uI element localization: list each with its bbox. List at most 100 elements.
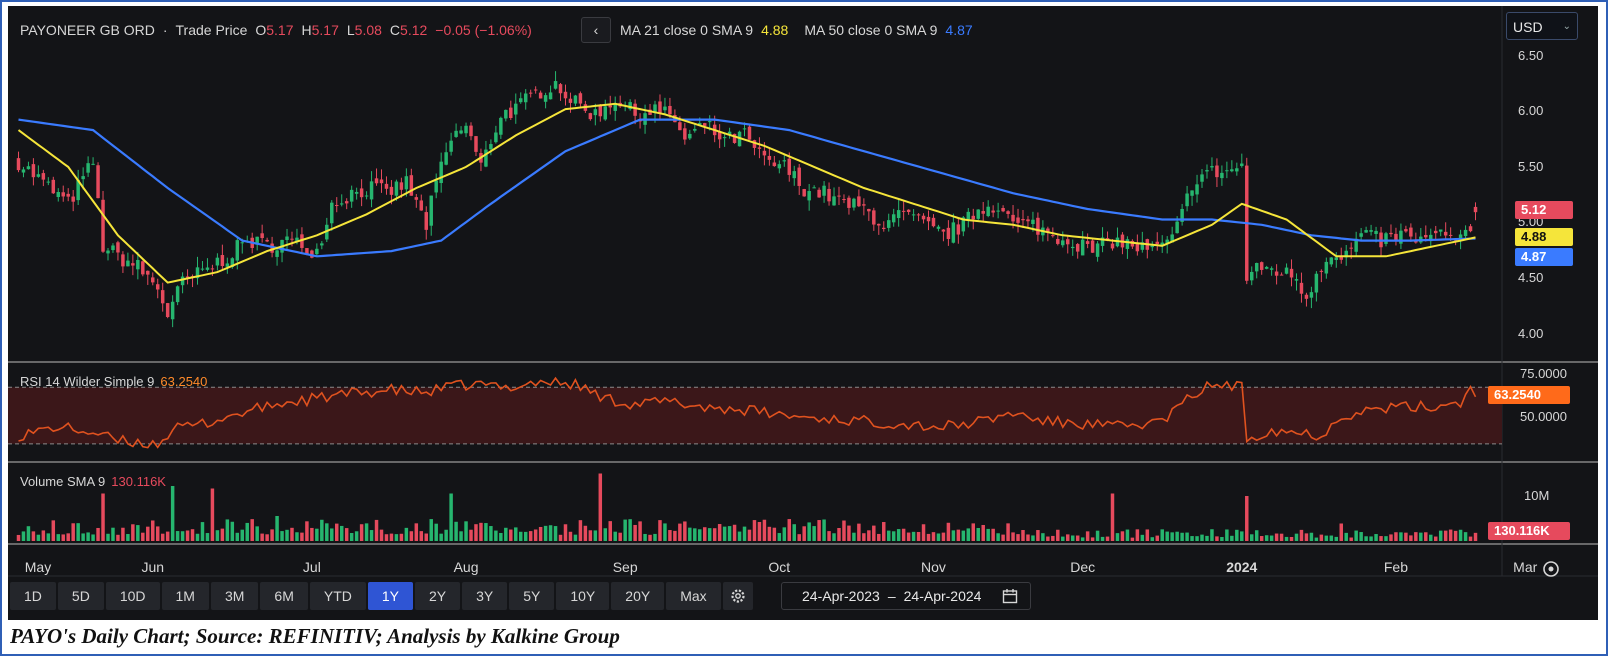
candle xyxy=(1021,218,1025,221)
volume-bar xyxy=(673,530,677,541)
volume-bar xyxy=(603,528,608,541)
candle xyxy=(1051,235,1055,237)
calendar-icon[interactable] xyxy=(1002,588,1018,604)
candle xyxy=(285,236,289,241)
period-button-3m[interactable]: 3M xyxy=(210,582,259,610)
period-button-1d[interactable]: 1D xyxy=(10,582,56,610)
volume-bar xyxy=(1394,532,1398,541)
ohlc-low-key: L xyxy=(346,22,355,38)
candle xyxy=(707,121,712,123)
candle xyxy=(230,258,235,268)
candle xyxy=(1215,165,1219,178)
candle xyxy=(648,109,652,115)
month-label: 2024 xyxy=(1226,559,1258,575)
volume-bar xyxy=(872,525,876,541)
volume-bar xyxy=(1354,530,1358,541)
period-button-2y[interactable]: 2Y xyxy=(414,582,461,610)
candle xyxy=(951,222,956,243)
ohlc-open-key: O xyxy=(255,22,267,38)
ma50-value: 4.87 xyxy=(945,22,973,38)
collapse-legend-button[interactable]: ‹ xyxy=(581,17,611,43)
candle xyxy=(1334,257,1339,260)
volume-bar xyxy=(260,533,264,541)
candle xyxy=(235,240,240,261)
volume-bar xyxy=(46,533,51,541)
volume-bar xyxy=(31,531,36,541)
candle xyxy=(1180,208,1184,222)
candle xyxy=(16,158,21,171)
candle xyxy=(354,191,359,194)
chart-canvas[interactable] xyxy=(8,6,1598,620)
volume-bar xyxy=(1105,536,1110,541)
period-button-ytd[interactable]: YTD xyxy=(309,582,366,610)
ma50-label: MA 50 close 0 SMA 9 xyxy=(804,22,938,38)
volume-bar xyxy=(56,534,61,541)
volume-bar xyxy=(1230,535,1234,541)
candle xyxy=(603,106,608,120)
settings-button[interactable] xyxy=(722,582,753,610)
volume-bar xyxy=(712,528,717,541)
candle xyxy=(160,290,165,304)
period-button-5d[interactable]: 5D xyxy=(57,582,104,610)
volume-bar xyxy=(81,533,85,541)
price-tick-label: 4.50 xyxy=(1518,270,1544,285)
period-button-20y[interactable]: 20Y xyxy=(611,582,665,610)
date-range-picker[interactable]: 24-Apr-2023–24-Apr-2024 xyxy=(781,582,1031,610)
volume-bar xyxy=(852,532,856,541)
month-label: Jun xyxy=(141,559,165,575)
candle xyxy=(1200,174,1204,182)
candle xyxy=(305,248,309,255)
volume-bar xyxy=(414,523,419,541)
volume-bar xyxy=(469,529,473,541)
candle xyxy=(747,126,752,140)
candle xyxy=(240,242,245,244)
period-button-5y[interactable]: 5Y xyxy=(509,582,555,610)
candle xyxy=(180,276,185,286)
volume-bar xyxy=(896,529,901,541)
volume-bar xyxy=(1424,532,1428,541)
period-button-3y[interactable]: 3Y xyxy=(462,582,508,610)
candle xyxy=(1075,244,1080,252)
volume-bar xyxy=(21,531,26,541)
candle xyxy=(320,243,324,246)
volume-bar xyxy=(1324,535,1329,541)
period-button-6m[interactable]: 6M xyxy=(260,582,308,610)
volume-bar xyxy=(812,526,816,541)
rsi-tick-label: 50.0000 xyxy=(1520,409,1567,424)
volume-bar xyxy=(1264,535,1269,541)
period-button-1y[interactable]: 1Y xyxy=(367,582,413,610)
period-button-max[interactable]: Max xyxy=(666,582,721,610)
candle xyxy=(141,261,145,275)
volume-bar xyxy=(1319,534,1324,541)
volume-bar xyxy=(116,534,120,541)
volume-bar xyxy=(484,523,488,541)
candle xyxy=(444,152,448,165)
candle xyxy=(752,140,757,148)
price-tick-label: 6.50 xyxy=(1518,48,1544,63)
period-button-10d[interactable]: 10D xyxy=(105,582,160,610)
ohlc-open-value: 5.17 xyxy=(266,22,294,38)
candle xyxy=(628,102,632,110)
volume-bar xyxy=(1414,532,1418,541)
candle xyxy=(936,226,941,229)
currency-select[interactable]: USD ⌄ xyxy=(1506,12,1578,40)
volume-bar xyxy=(235,532,240,541)
candle xyxy=(349,189,354,202)
volume-bar xyxy=(1404,532,1408,541)
period-button-1m[interactable]: 1M xyxy=(161,582,209,610)
period-button-10y[interactable]: 10Y xyxy=(556,582,610,610)
volume-bar xyxy=(86,532,90,541)
volume-bar xyxy=(200,522,205,541)
candle xyxy=(1424,235,1428,238)
candle xyxy=(175,286,180,303)
volume-bar xyxy=(190,529,195,541)
target-icon[interactable] xyxy=(1541,559,1561,579)
candle xyxy=(36,174,41,177)
volume-bar xyxy=(822,519,826,541)
last-price-tag: 5.12 xyxy=(1515,201,1573,219)
volume-bar xyxy=(265,534,269,541)
candle xyxy=(1458,234,1463,239)
candle xyxy=(111,245,115,251)
volume-bar xyxy=(1056,529,1060,541)
candle xyxy=(886,220,891,228)
